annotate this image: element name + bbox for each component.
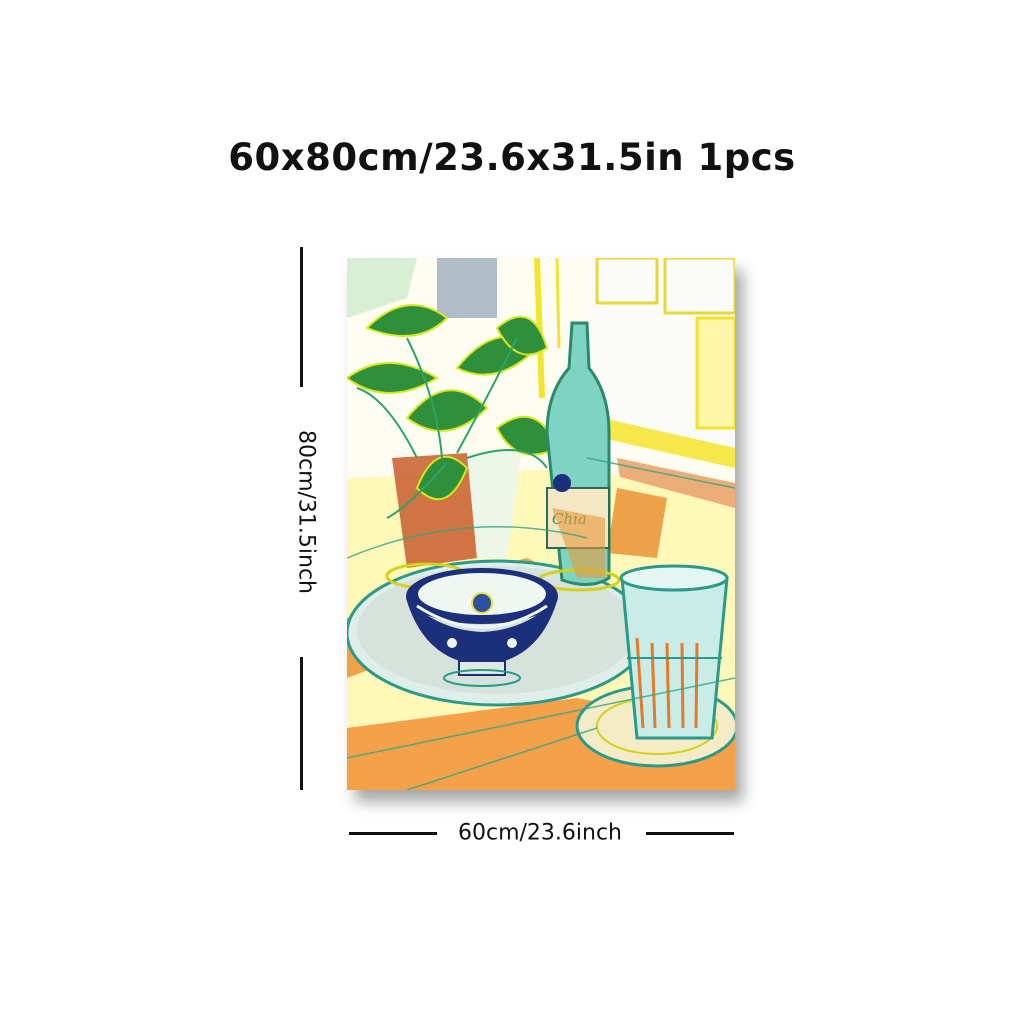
- still-life-painting: Chia: [347, 258, 735, 790]
- height-dimension-line-bottom: [300, 657, 303, 790]
- height-dimension-line-top: [300, 247, 303, 387]
- canvas-print: Chia: [347, 258, 735, 790]
- width-dimension-line-right: [646, 832, 734, 835]
- height-dimension-label: 80cm/31.5inch: [293, 429, 319, 595]
- width-dimension-line-left: [349, 832, 437, 835]
- size-headline: 60x80cm/23.6x31.5in 1pcs: [228, 136, 796, 179]
- width-dimension-label: 60cm/23.6inch: [457, 820, 623, 846]
